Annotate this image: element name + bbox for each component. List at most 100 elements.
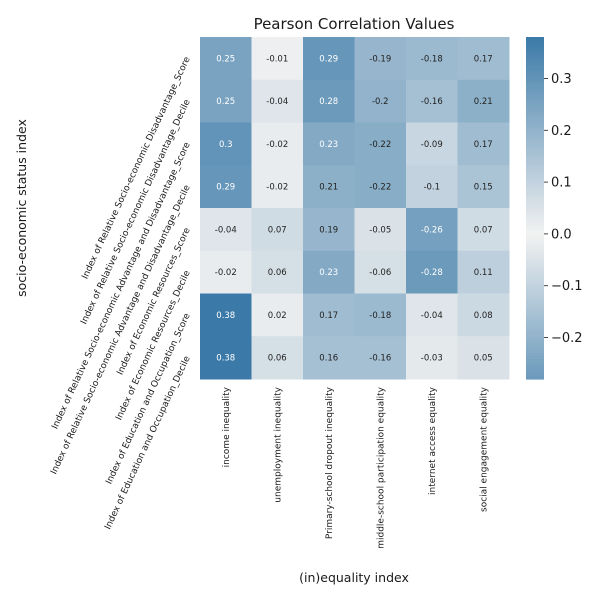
colorbar-segment	[526, 330, 544, 334]
colorbar-segment	[526, 48, 544, 52]
colorbar-segment	[526, 222, 544, 226]
colorbar-segment	[526, 247, 544, 252]
colorbar-segment	[526, 51, 544, 55]
colorbar-segment	[526, 208, 544, 212]
colorbar-segment	[526, 253, 544, 258]
colorbar-segment	[526, 361, 544, 366]
colorbar-segment	[526, 153, 544, 158]
colorbar-segment	[526, 307, 544, 312]
cell-value-label: -0.03	[421, 354, 443, 364]
heatmap-cell	[200, 165, 252, 209]
column-tick-label: Primary-school dropout inequality	[325, 386, 335, 539]
colorbar-segment	[526, 225, 544, 229]
heatmap-cell	[303, 37, 355, 81]
heatmap-cell	[303, 79, 355, 123]
heatmap-cell	[251, 165, 304, 209]
heatmap-cell	[200, 336, 252, 380]
colorbar-segment	[526, 37, 544, 41]
colorbar-segment	[526, 313, 544, 317]
heatmap-cell	[303, 165, 355, 209]
colorbar-segment	[526, 88, 544, 92]
colorbar-segment	[526, 339, 544, 343]
cell-value-label: -0.19	[369, 54, 391, 64]
colorbar-segment	[526, 82, 544, 87]
column-tick-label: social engagement equality	[479, 386, 489, 512]
colorbar-segment	[526, 193, 544, 198]
cell-value-label: 0.23	[319, 140, 338, 150]
colorbar-segment	[526, 145, 544, 149]
colorbar-segment	[526, 216, 544, 220]
column-tick-label: income inequality	[222, 386, 232, 467]
heatmap-cell	[457, 79, 510, 123]
cell-value-label: 0.25	[216, 54, 235, 64]
colorbar-segment	[526, 131, 544, 135]
cell-value-label: -0.1	[423, 183, 440, 193]
heatmap-cell	[200, 208, 252, 252]
cell-value-label: -0.16	[369, 354, 391, 364]
colorbar-segment	[526, 333, 544, 337]
heatmap-cell	[457, 37, 510, 81]
colorbar-segment	[526, 344, 544, 349]
colorbar-segment	[526, 113, 544, 118]
colorbar-segment	[526, 139, 544, 144]
colorbar-segment	[526, 250, 544, 255]
heatmap-cell	[251, 293, 304, 337]
cell-value-label: -0.01	[266, 54, 288, 64]
column-tick-label: internet access equality	[428, 386, 438, 495]
heatmap-cell	[200, 122, 252, 166]
colorbar-segment	[526, 210, 544, 215]
heatmap-cell	[354, 293, 407, 337]
colorbar-segment	[526, 39, 544, 44]
colorbar-segment	[526, 142, 544, 146]
colorbar-segment	[526, 324, 544, 329]
colorbar-segment	[526, 59, 544, 64]
colorbar-segment	[526, 304, 544, 309]
colorbar-segment	[526, 259, 544, 263]
colorbar-segment	[526, 136, 544, 141]
colorbar-segment	[526, 62, 544, 67]
colorbar-segment	[526, 91, 544, 95]
cell-value-label: -0.18	[369, 311, 391, 321]
colorbar-segment	[526, 111, 544, 115]
cell-value-label: 0.23	[319, 268, 338, 278]
colorbar-segment	[526, 262, 544, 266]
colorbar-segment	[526, 168, 544, 172]
colorbar-segment	[526, 65, 544, 69]
heatmap-cell	[303, 293, 355, 337]
cell-value-label: 0.38	[216, 311, 235, 321]
cell-value-label: -0.26	[421, 225, 443, 235]
heatmap-cell	[251, 37, 304, 81]
colorbar-segment	[526, 316, 544, 320]
cell-value-label: 0.17	[319, 311, 338, 321]
colorbar-segment	[526, 276, 544, 280]
colorbar-segment	[526, 219, 544, 223]
colorbar-segment	[526, 102, 544, 106]
colorbar-segment	[526, 185, 544, 189]
colorbar-segment	[526, 350, 544, 354]
cell-value-label: -0.02	[266, 140, 288, 150]
cell-value-label: 0.02	[268, 311, 287, 321]
colorbar-segment	[526, 213, 544, 218]
colorbar-segment	[526, 227, 544, 232]
cell-value-label: 0.25	[216, 97, 235, 107]
colorbar-segment	[526, 99, 544, 104]
heatmap-cell	[354, 165, 407, 209]
colorbar-segment	[526, 370, 544, 374]
colorbar-tick-label: 0.3	[551, 72, 572, 87]
colorbar-segment	[526, 236, 544, 240]
heatmap-cell	[354, 336, 407, 380]
heatmap-cell	[354, 122, 407, 166]
heatmap-cell	[406, 250, 458, 294]
colorbar-segment	[526, 373, 544, 377]
colorbar-segment	[526, 56, 544, 61]
heatmap-cell	[457, 250, 510, 294]
heatmap-cell	[354, 37, 407, 81]
colorbar-segment	[526, 42, 544, 47]
colorbar-segment	[526, 302, 544, 306]
colorbar-segment	[526, 190, 544, 195]
cell-value-label: -0.04	[215, 225, 237, 235]
column-tick-label: unemployment inequality	[273, 386, 283, 502]
cell-value-label: 0.05	[474, 354, 493, 364]
cell-value-label: 0.21	[474, 97, 493, 107]
